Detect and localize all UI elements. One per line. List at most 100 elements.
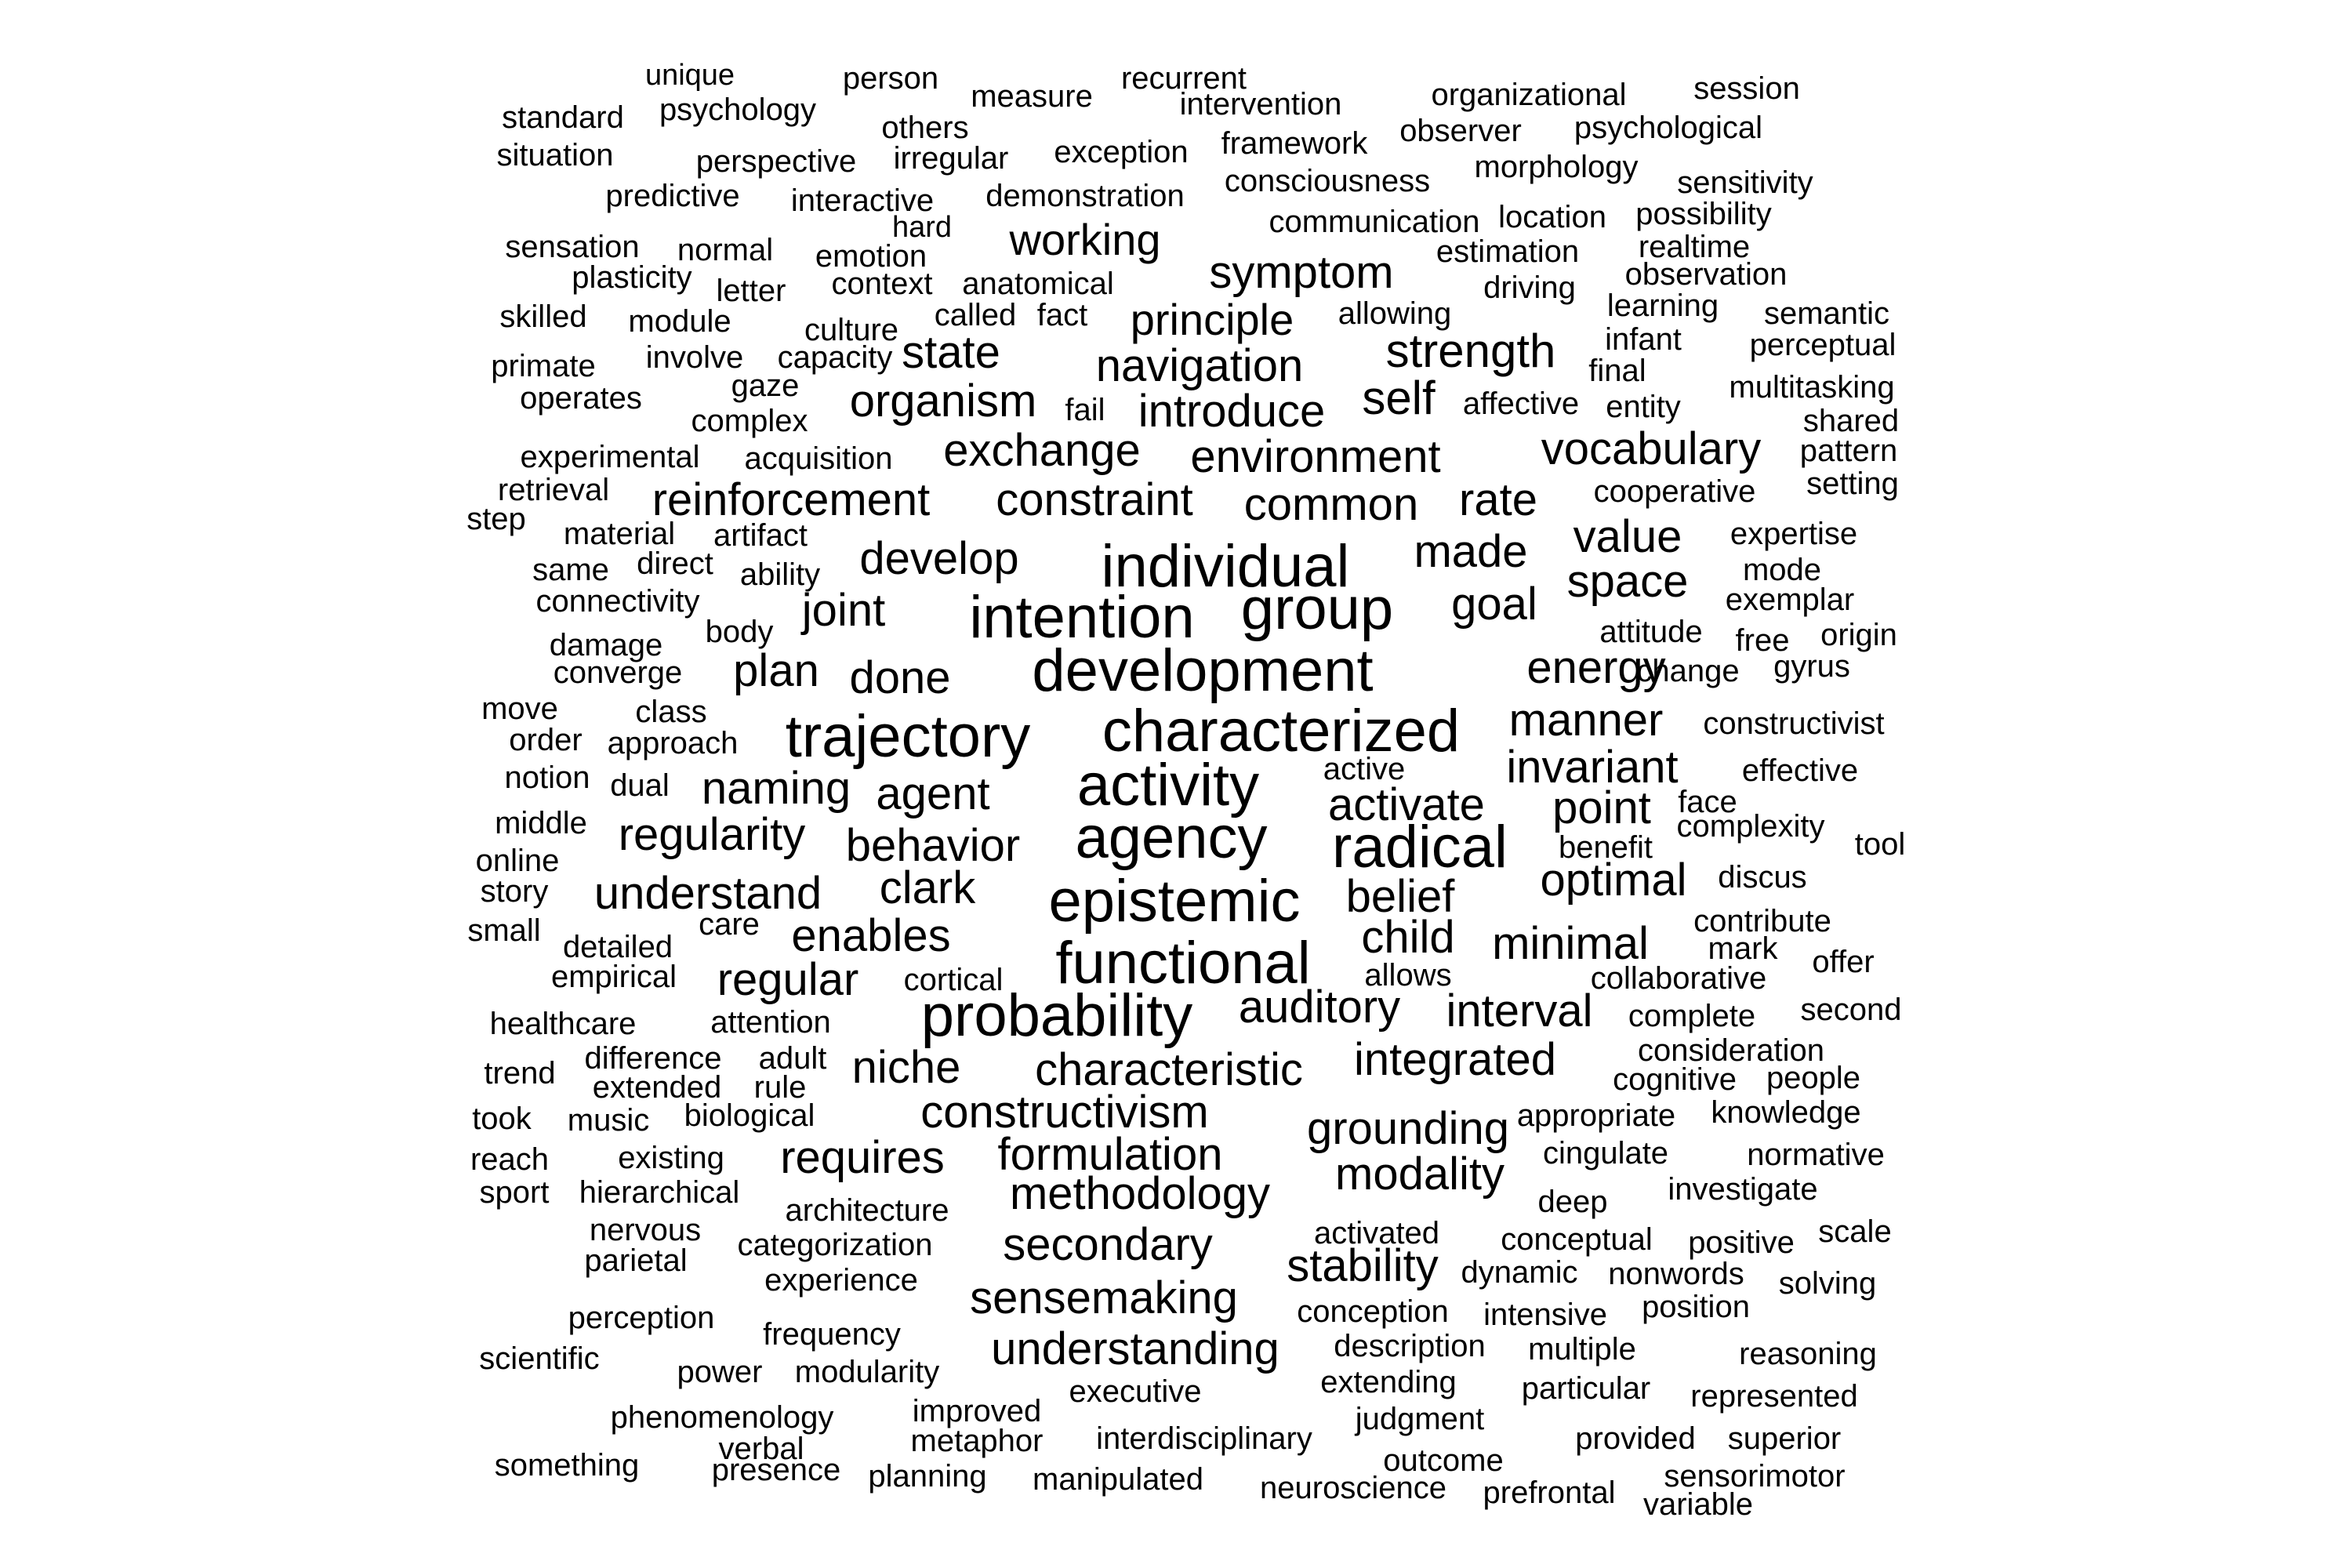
cloud-word-existing: existing [618, 1141, 724, 1175]
cloud-word-irregular: irregular [893, 141, 1009, 176]
cloud-word-judgment: judgment [1355, 1402, 1485, 1436]
cloud-word-vocabulary: vocabulary [1541, 423, 1762, 474]
cloud-word-perception: perception [568, 1301, 715, 1335]
cloud-word-emotion: emotion [815, 239, 927, 274]
cloud-word-activate: activate [1328, 779, 1485, 830]
cloud-word-symptom: symptom [1209, 247, 1394, 298]
cloud-word-group: group [1240, 575, 1394, 642]
cloud-word-second: second [1800, 993, 1902, 1027]
cloud-word-activated: activated [1313, 1216, 1440, 1250]
cloud-word-power: power [677, 1355, 763, 1389]
cloud-word-sensation: sensation [505, 230, 640, 264]
cloud-word-rate: rate [1459, 474, 1537, 525]
cloud-word-healthcare: healthcare [489, 1007, 637, 1041]
cloud-word-music: music [567, 1103, 650, 1138]
cloud-word-metaphor: metaphor [910, 1424, 1044, 1458]
cloud-word-scale: scale [1818, 1214, 1892, 1249]
cloud-word-architecture: architecture [785, 1193, 949, 1228]
cloud-word-complex: complex [691, 404, 808, 438]
cloud-word-setting: setting [1806, 466, 1899, 501]
cloud-word-cortical: cortical [903, 963, 1004, 997]
cloud-word-joint: joint [801, 585, 886, 636]
cloud-word-extending: extending [1320, 1365, 1457, 1399]
cloud-word-extended: extended [592, 1070, 722, 1105]
cloud-word-reach: reach [470, 1142, 550, 1177]
cloud-word-learning: learning [1606, 289, 1719, 323]
cloud-word-common: common [1243, 479, 1419, 530]
cloud-word-represented: represented [1690, 1379, 1858, 1414]
cloud-word-conceptual: conceptual [1501, 1222, 1653, 1257]
cloud-word-frequency: frequency [763, 1317, 901, 1352]
cloud-word-class: class [635, 695, 707, 729]
cloud-word-multitasking: multitasking [1729, 370, 1895, 405]
cloud-word-cooperative: cooperative [1593, 474, 1756, 509]
cloud-word-radical: radical [1332, 814, 1508, 880]
cloud-word-environment: environment [1190, 431, 1441, 482]
cloud-word-activity: activity [1076, 752, 1260, 818]
cloud-word-adult: adult [758, 1041, 827, 1076]
cloud-word-sport: sport [479, 1175, 550, 1210]
cloud-word-module: module [628, 304, 731, 339]
cloud-word-phenomenology: phenomenology [610, 1400, 834, 1435]
cloud-word-stability: stability [1287, 1240, 1439, 1291]
cloud-word-individual: individual [1101, 533, 1350, 600]
cloud-word-communication: communication [1269, 205, 1480, 239]
cloud-word-point: point [1552, 782, 1651, 833]
cloud-word-experience: experience [764, 1263, 918, 1298]
cloud-word-rule: rule [753, 1070, 807, 1105]
cloud-word-morphology: morphology [1474, 150, 1639, 184]
cloud-word-child: child [1361, 912, 1455, 963]
cloud-word-empirical: empirical [550, 960, 677, 994]
cloud-word-intention: intention [969, 584, 1195, 651]
cloud-word-energy: energy [1526, 642, 1666, 693]
cloud-word-characteristic: characteristic [1035, 1044, 1303, 1095]
cloud-word-hard: hard [891, 211, 953, 244]
cloud-word-order: order [509, 723, 583, 757]
cloud-word-prefrontal: prefrontal [1483, 1475, 1616, 1510]
cloud-word-minimal: minimal [1492, 918, 1649, 969]
cloud-word-understanding: understanding [991, 1323, 1279, 1374]
cloud-word-optimal: optimal [1540, 855, 1687, 906]
cloud-word-provided: provided [1575, 1421, 1696, 1456]
cloud-word-agency: agency [1075, 804, 1268, 871]
cloud-word-verbal: verbal [718, 1432, 804, 1466]
cloud-word-care: care [699, 907, 760, 942]
cloud-word-move: move [481, 691, 558, 726]
cloud-word-investigate: investigate [1668, 1172, 1818, 1207]
cloud-word-invariant: invariant [1506, 742, 1679, 793]
cloud-word-body: body [705, 615, 774, 649]
cloud-word-variable: variable [1642, 1487, 1754, 1522]
cloud-word-person: person [842, 61, 939, 96]
cloud-word-contribute: contribute [1693, 904, 1831, 938]
cloud-word-goal: goal [1451, 579, 1537, 630]
cloud-word-naming: naming [701, 763, 851, 814]
cloud-word-culture: culture [804, 313, 899, 347]
cloud-word-niche: niche [851, 1042, 961, 1093]
cloud-word-agent: agent [876, 768, 990, 819]
cloud-word-parietal: parietal [584, 1243, 688, 1278]
cloud-word-behavior: behavior [845, 820, 1021, 871]
cloud-word-exemplar: exemplar [1725, 583, 1855, 617]
cloud-word-ability: ability [739, 557, 821, 592]
cloud-word-others: others [881, 111, 969, 145]
cloud-word-framework: framework [1221, 126, 1368, 161]
cloud-word-modularity: modularity [794, 1355, 940, 1389]
cloud-word-nonwords: nonwords [1608, 1257, 1744, 1291]
cloud-word-mode: mode [1742, 553, 1822, 587]
cloud-word-knowledge: knowledge [1711, 1095, 1861, 1130]
cloud-word-fact: fact [1036, 298, 1088, 332]
cloud-word-reasoning: reasoning [1739, 1337, 1877, 1371]
cloud-word-state: state [902, 327, 1000, 378]
cloud-word-detailed: detailed [562, 930, 673, 964]
cloud-word-observation: observation [1624, 257, 1788, 292]
cloud-word-gaze: gaze [731, 368, 800, 403]
cloud-word-middle: middle [495, 806, 587, 840]
cloud-word-neuroscience: neuroscience [1260, 1471, 1446, 1505]
cloud-word-approach: approach [607, 726, 739, 760]
cloud-word-planning: planning [868, 1459, 987, 1494]
cloud-word-methodology: methodology [1009, 1168, 1271, 1219]
cloud-word-belief: belief [1345, 871, 1455, 922]
cloud-word-normal: normal [677, 233, 774, 267]
cloud-word-offer: offer [1812, 945, 1875, 979]
cloud-word-acquisition: acquisition [744, 441, 893, 476]
